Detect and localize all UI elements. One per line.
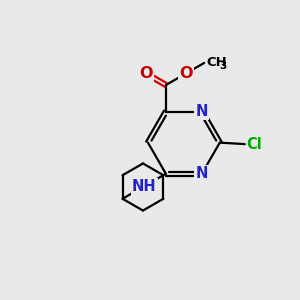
Text: Cl: Cl xyxy=(246,136,262,152)
Text: O: O xyxy=(179,66,193,81)
Text: N: N xyxy=(196,104,208,119)
Text: 3: 3 xyxy=(220,61,227,71)
Text: CH: CH xyxy=(206,56,227,69)
Text: O: O xyxy=(139,66,152,81)
Text: NH: NH xyxy=(132,179,157,194)
Text: N: N xyxy=(196,166,208,181)
